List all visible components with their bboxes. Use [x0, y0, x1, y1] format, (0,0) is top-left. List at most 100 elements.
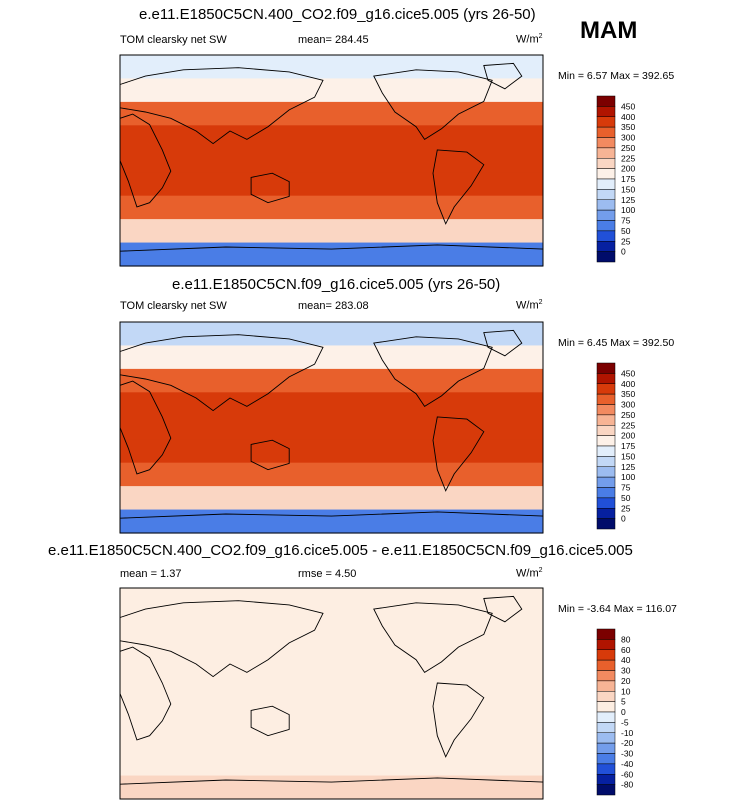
- panel-1-variable-label: TOM clearsky net SW: [120, 34, 227, 46]
- colorbar-tick-label: 175: [621, 441, 635, 451]
- colorbar-swatch: [596, 404, 616, 416]
- colorbar-swatch: [596, 691, 616, 702]
- lat-band--40: [120, 728, 543, 753]
- coastline-3: [373, 336, 493, 408]
- colorbar-tick-label: 350: [621, 389, 635, 399]
- colorbar-tick-label: 10: [621, 686, 631, 696]
- colorbar-swatch: [596, 518, 616, 530]
- colorbar-tick-label: 125: [621, 462, 635, 472]
- coastline-0: [119, 646, 172, 741]
- colorbar-swatch: [596, 189, 616, 201]
- map-panel-2: [119, 321, 544, 534]
- colorbar-tick-label: 150: [621, 451, 635, 461]
- map-frame: [119, 321, 544, 534]
- panel-2-variable-label: TOM clearsky net SW: [120, 300, 227, 312]
- colorbar-swatch: [596, 497, 616, 509]
- lat-band-40: [120, 101, 543, 126]
- colorbar-swatch: [596, 508, 616, 519]
- colorbar-tick-label: -60: [621, 769, 634, 779]
- colorbar-swatch: [596, 784, 616, 796]
- colorbar-tick-label: 100: [621, 205, 635, 215]
- colorbar-swatch: [596, 774, 616, 785]
- map-panel-3: [119, 587, 544, 800]
- panel-3-rmse-label: rmse = 4.50: [298, 568, 357, 580]
- colorbar-tick-label: -5: [621, 717, 629, 727]
- colorbar-swatch: [596, 732, 616, 744]
- lat-band-0: [120, 681, 543, 706]
- colorbar-tick-label: 200: [621, 431, 635, 441]
- panel-1-minmax: Min = 6.57 Max = 392.65: [558, 70, 675, 82]
- coastline-1: [119, 67, 324, 145]
- coastline-2: [250, 439, 290, 471]
- panel-3-minmax: Min = -3.64 Max = 116.07: [558, 603, 677, 615]
- colorbar-swatch: [596, 742, 616, 754]
- colorbar-swatch: [596, 435, 616, 447]
- colorbar-swatch: [596, 476, 616, 488]
- coastline-5: [483, 595, 523, 623]
- colorbar-tick-label: 250: [621, 143, 635, 153]
- lat-band--60: [120, 486, 543, 511]
- coastline-2: [250, 705, 290, 737]
- colorbar-swatch: [596, 753, 616, 765]
- colorbar-tick-label: 200: [621, 164, 635, 174]
- panel-2-minmax: Min = 6.45 Max = 392.50: [558, 337, 675, 349]
- colorbar-tick-label: 450: [621, 101, 635, 111]
- colorbar-tick-label: 300: [621, 133, 635, 143]
- panel-3-units: W/m2: [516, 567, 543, 580]
- colorbar-tick-label: 75: [621, 216, 631, 226]
- coastline-5: [483, 329, 523, 357]
- colorbar-tick-label: 5: [621, 697, 626, 707]
- coastline-5: [483, 62, 523, 90]
- colorbar-tick-label: -30: [621, 749, 634, 759]
- colorbar-swatch: [596, 763, 616, 775]
- colorbar-swatch: [596, 178, 616, 190]
- lat-band--20: [120, 172, 543, 197]
- coastline-0: [119, 380, 172, 475]
- lat-band--40: [120, 195, 543, 220]
- colorbar-swatch: [596, 425, 616, 436]
- panel-3-title: e.e11.E1850C5CN.400_CO2.f09_g16.cice5.00…: [48, 542, 633, 559]
- colorbar-swatch: [596, 147, 616, 159]
- colorbar-swatch: [596, 230, 616, 242]
- lat-band-20: [120, 658, 543, 683]
- colorbar-swatch: [596, 628, 616, 640]
- lat-band-80: [120, 588, 543, 613]
- lat-band-40: [120, 634, 543, 659]
- coastline-4: [432, 149, 485, 225]
- colorbar-tick-label: 25: [621, 503, 631, 513]
- colorbar-swatch: [596, 251, 616, 263]
- colorbar-tick-label: 300: [621, 400, 635, 410]
- panel-3-mean-label: mean = 1.37: [120, 568, 182, 580]
- coastline-1: [119, 334, 324, 412]
- colorbar-tick-label: -40: [621, 759, 634, 769]
- lat-band--20: [120, 439, 543, 464]
- colorbar-tick-label: 400: [621, 379, 635, 389]
- colorbar-swatch: [596, 106, 616, 118]
- panel-2-units: W/m2: [516, 299, 543, 312]
- colorbar-swatch: [596, 659, 616, 671]
- colorbar-swatch: [596, 649, 616, 661]
- lat-band-60: [120, 611, 543, 636]
- lat-band-20: [120, 392, 543, 417]
- colorbar-tick-label: 125: [621, 195, 635, 205]
- colorbar-tick-label: 0: [621, 707, 626, 717]
- colorbar-tick-label: -80: [621, 780, 634, 790]
- colorbar-swatch: [596, 639, 616, 651]
- colorbar-tick-label: 175: [621, 174, 635, 184]
- lat-band-80: [120, 322, 543, 347]
- panel-1-mean-label: mean= 284.45: [298, 34, 369, 46]
- lat-band-60: [120, 345, 543, 370]
- colorbar-tick-label: 40: [621, 655, 631, 665]
- lat-band--20: [120, 705, 543, 730]
- colorbar-swatch: [596, 680, 616, 692]
- colorbar-swatch: [596, 209, 616, 221]
- colorbar-tick-label: 20: [621, 676, 631, 686]
- colorbar-tick-label: 225: [621, 420, 635, 430]
- coastline-4: [432, 416, 485, 492]
- map-panel-1: [119, 54, 544, 267]
- colorbar-swatch: [596, 95, 616, 107]
- colorbar-swatch: [596, 168, 616, 180]
